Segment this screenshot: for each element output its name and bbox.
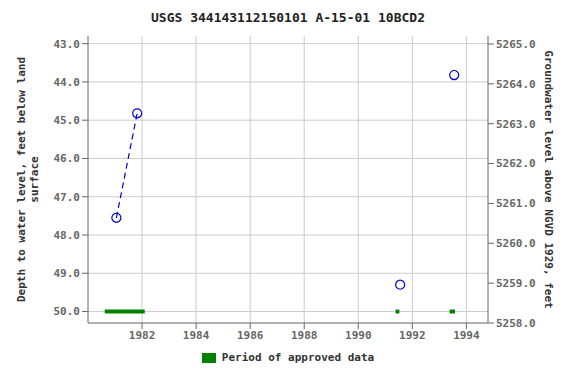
svg-text:5264.0: 5264.0 [496, 78, 536, 91]
svg-text:5258.0: 5258.0 [496, 317, 536, 330]
svg-text:1982: 1982 [129, 329, 156, 342]
svg-text:5260.0: 5260.0 [496, 237, 536, 250]
svg-text:44.0: 44.0 [54, 76, 81, 89]
html-text:Period of approved data: Period of approved data [221, 351, 375, 364]
svg-text:1990: 1990 [345, 329, 372, 342]
svg-text:48.0: 48.0 [54, 229, 81, 242]
svg-text:5262.0: 5262.0 [496, 157, 536, 170]
svg-text:1992: 1992 [399, 329, 426, 342]
svg-text:1986: 1986 [237, 329, 264, 342]
svg-text:Depth to water level, feet bel: Depth to water level, feet below landsur… [15, 57, 41, 302]
svg-text:46.0: 46.0 [54, 152, 81, 165]
svg-text:5265.0: 5265.0 [496, 38, 536, 51]
svg-text:50.0: 50.0 [54, 305, 81, 318]
svg-text:1984: 1984 [183, 329, 210, 342]
svg-text:5263.0: 5263.0 [496, 118, 536, 131]
svg-text:5261.0: 5261.0 [496, 197, 536, 210]
svg-text:43.0: 43.0 [54, 38, 81, 51]
svg-text:5259.0: 5259.0 [496, 277, 536, 290]
svg-text:1994: 1994 [453, 329, 480, 342]
svg-text:49.0: 49.0 [54, 267, 81, 280]
svg-text:45.0: 45.0 [54, 114, 81, 127]
svg-text:Groundwater level above NGVD 1: Groundwater level above NGVD 1929, feet [542, 50, 555, 308]
svg-text:1988: 1988 [291, 329, 318, 342]
svg-text:47.0: 47.0 [54, 191, 81, 204]
html-text:USGS 344143112150101 A-15-01 1: USGS 344143112150101 A-15-01 10BCD2 [151, 10, 425, 25]
